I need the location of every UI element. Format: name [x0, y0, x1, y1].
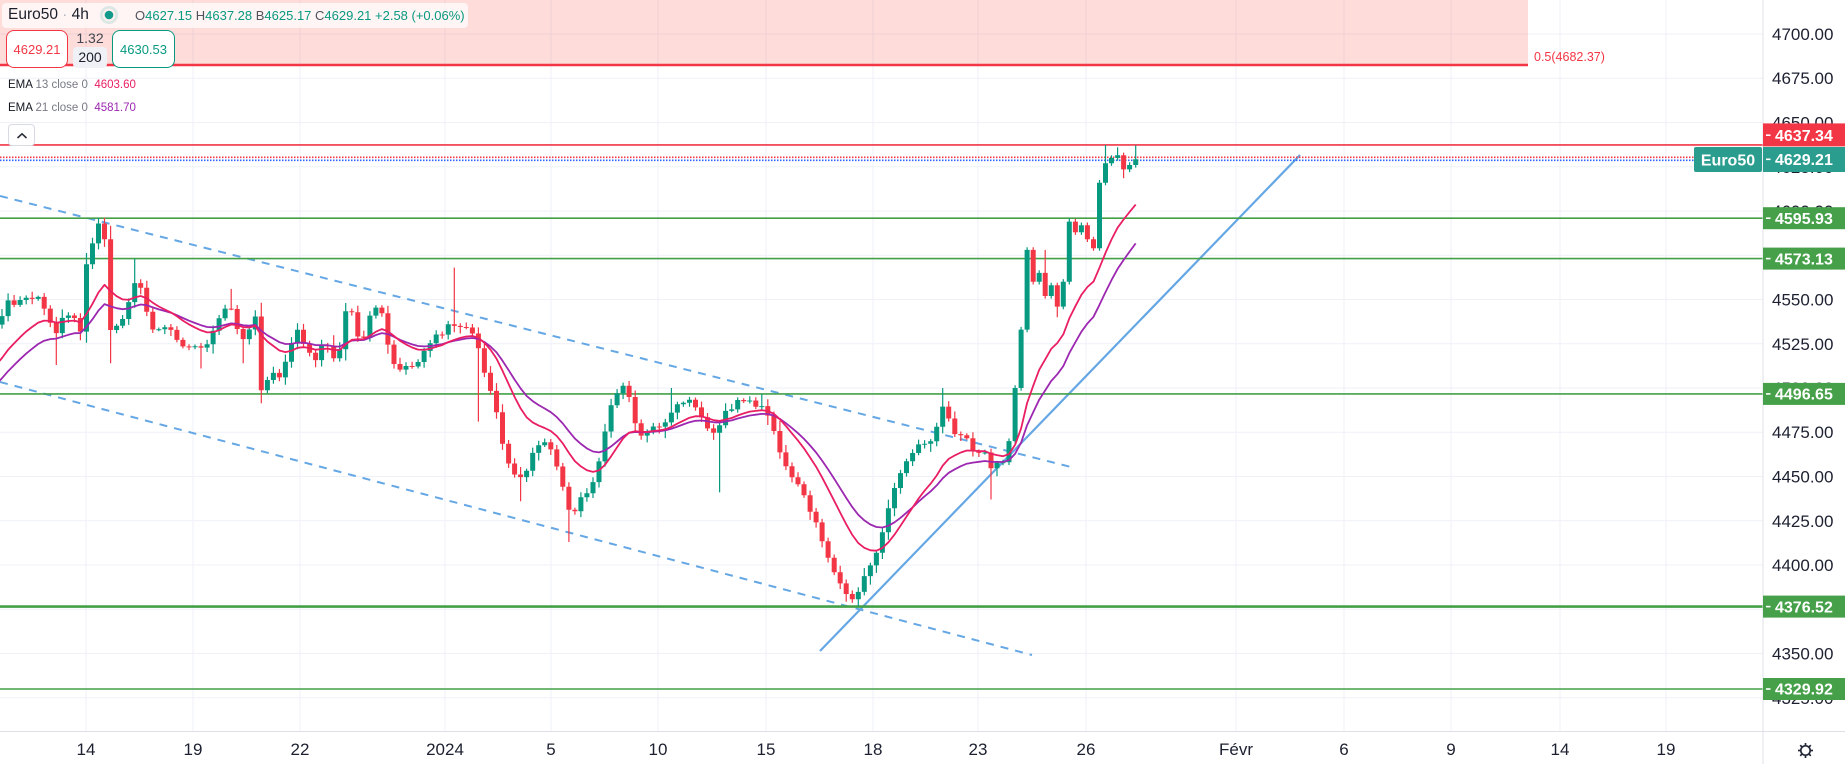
svg-text:26: 26 [1077, 740, 1096, 759]
svg-text:5: 5 [546, 740, 555, 759]
svg-text:4376.52: 4376.52 [1775, 599, 1833, 616]
svg-text:Euro50: Euro50 [1701, 153, 1755, 170]
svg-text:4350.00: 4350.00 [1772, 645, 1833, 664]
svg-text:14: 14 [77, 740, 96, 759]
svg-text:4595.93: 4595.93 [1775, 211, 1833, 228]
svg-text:4550.00: 4550.00 [1772, 291, 1833, 310]
svg-text:4675.00: 4675.00 [1772, 69, 1833, 88]
svg-text:9: 9 [1446, 740, 1455, 759]
svg-text:19: 19 [184, 740, 203, 759]
svg-text:4496.65: 4496.65 [1775, 387, 1833, 404]
svg-text:0.5(4682.37): 0.5(4682.37) [1534, 50, 1605, 64]
svg-text:4400.00: 4400.00 [1772, 556, 1833, 575]
svg-text:10: 10 [649, 740, 668, 759]
svg-text:4525.00: 4525.00 [1772, 335, 1833, 354]
svg-text:4475.00: 4475.00 [1772, 423, 1833, 442]
svg-text:4700.00: 4700.00 [1772, 25, 1833, 44]
svg-text:4573.13: 4573.13 [1775, 251, 1833, 268]
svg-text:22: 22 [291, 740, 310, 759]
svg-text:23: 23 [969, 740, 988, 759]
svg-text:19: 19 [1657, 740, 1676, 759]
svg-text:Févr: Févr [1219, 740, 1253, 759]
svg-text:4450.00: 4450.00 [1772, 468, 1833, 487]
svg-text:2024: 2024 [426, 740, 464, 759]
svg-text:6: 6 [1339, 740, 1348, 759]
svg-text:4637.34: 4637.34 [1775, 128, 1833, 145]
svg-text:4425.00: 4425.00 [1772, 512, 1833, 531]
svg-text:4629.21: 4629.21 [1775, 152, 1833, 169]
svg-text:4329.92: 4329.92 [1775, 682, 1833, 699]
svg-text:14: 14 [1551, 740, 1570, 759]
svg-text:18: 18 [864, 740, 883, 759]
svg-text:15: 15 [757, 740, 776, 759]
